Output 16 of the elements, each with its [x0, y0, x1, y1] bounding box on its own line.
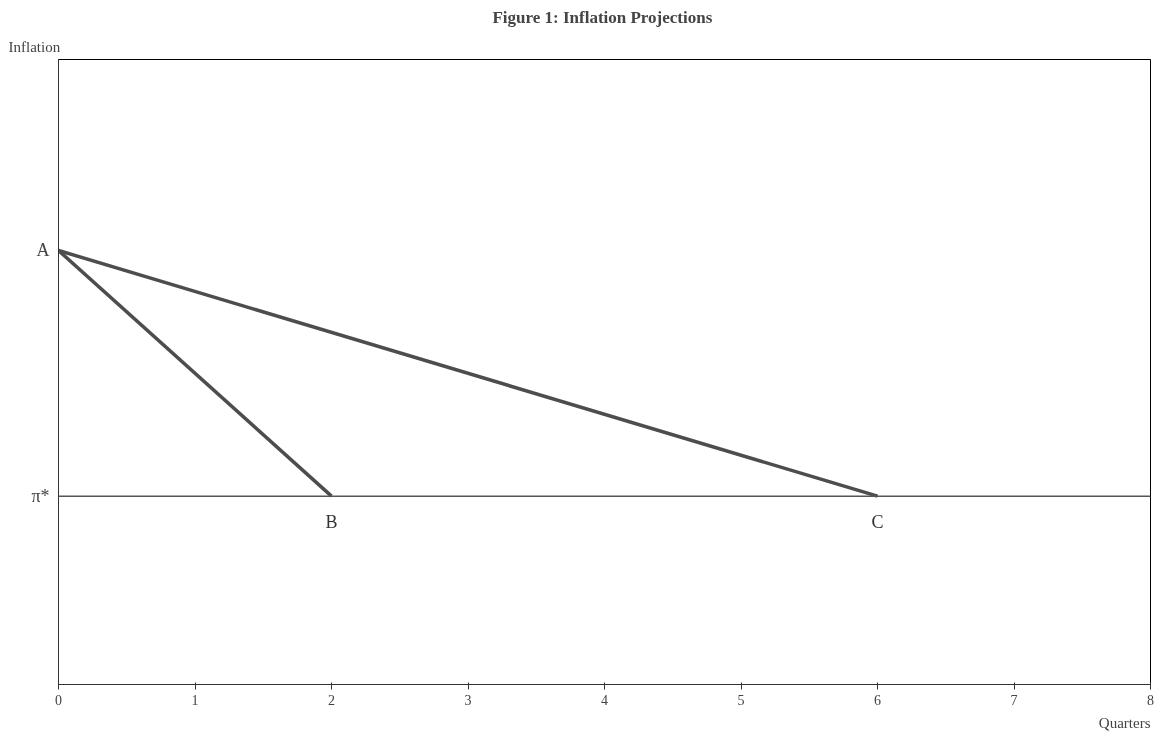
annotation: A: [36, 240, 50, 261]
x-tick-label: 8: [1147, 692, 1154, 708]
x-tick-label: 4: [601, 692, 608, 708]
annotation: C: [871, 512, 884, 533]
ref-line-label: π*: [31, 486, 50, 507]
text: Inflation: [8, 38, 61, 55]
x-axis-title: Quarters: [1098, 714, 1151, 731]
x-tick-label: 5: [737, 692, 745, 708]
annotation: B: [325, 512, 338, 533]
x-tick-label: 1: [191, 692, 199, 708]
chart-title: Figure 1: Inflation Projections: [492, 7, 713, 27]
x-tick-label: 0: [55, 692, 62, 708]
x-tick-label: 6: [874, 692, 881, 708]
x-tick-label: 2: [328, 692, 335, 708]
x-tick-label: 7: [1010, 692, 1018, 708]
x-tick-label: 3: [464, 692, 472, 708]
